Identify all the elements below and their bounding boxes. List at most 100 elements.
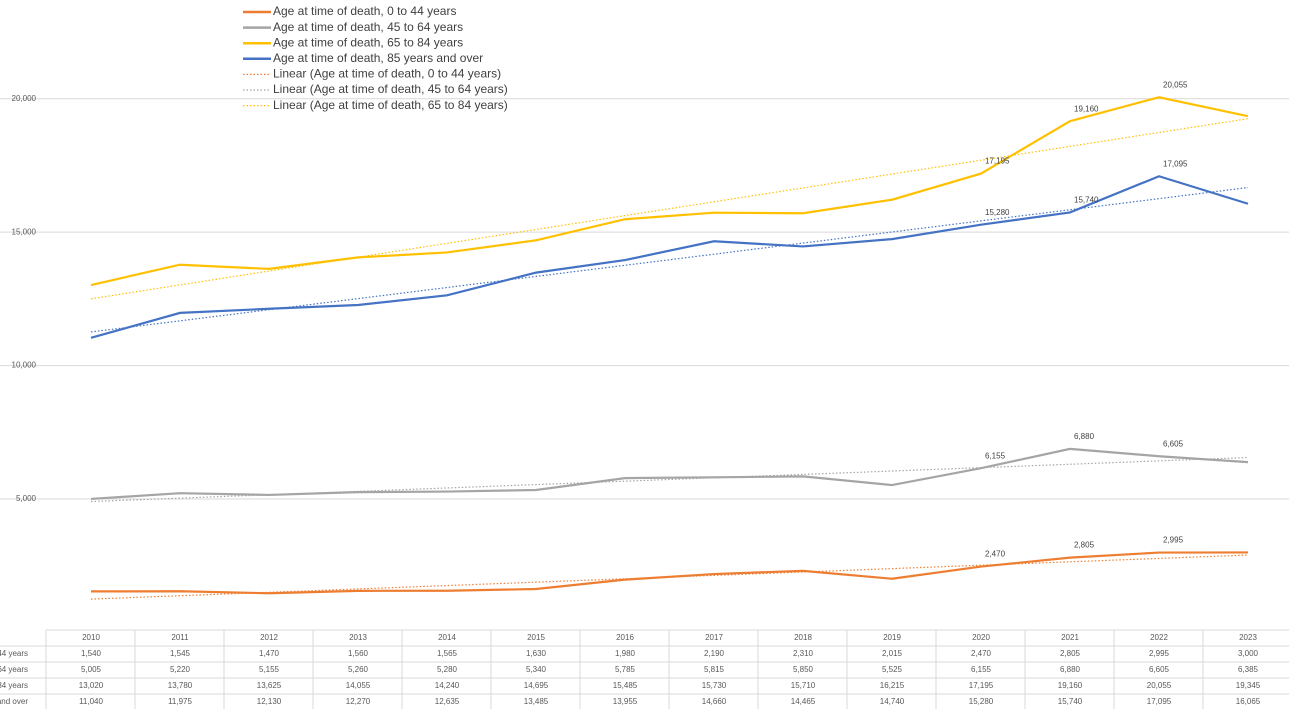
- table-row-label: Age at time of death, 85 years and over: [0, 697, 28, 706]
- table-header: 2012: [260, 633, 278, 642]
- legend-label: Linear (Age at time of death, 45 to 64 y…: [273, 82, 508, 96]
- table-header: 2021: [1061, 633, 1079, 642]
- table-header: 2020: [972, 633, 990, 642]
- table-cell: 16,065: [1236, 697, 1261, 706]
- series-line: [90, 96, 1249, 287]
- data-label: 15,740: [1074, 196, 1099, 205]
- table-row-label: Age at time of death, 65 to 84 years: [0, 681, 28, 690]
- data-label: 17,195: [985, 157, 1010, 166]
- table-cell: 3,000: [1238, 649, 1259, 658]
- data-label: 19,160: [1074, 104, 1099, 113]
- table-cell: 5,815: [704, 665, 725, 674]
- table-cell: 5,785: [615, 665, 636, 674]
- table-header: 2018: [794, 633, 812, 642]
- table-cell: 17,195: [969, 681, 994, 690]
- data-label: 2,805: [1074, 541, 1095, 550]
- table-cell: 15,710: [791, 681, 816, 690]
- table-cell: 13,625: [257, 681, 282, 690]
- data-table-bg: [0, 630, 1289, 709]
- table-cell: 11,975: [168, 697, 192, 706]
- table-cell: 5,525: [882, 665, 903, 674]
- table-cell: 14,660: [702, 697, 727, 706]
- table-cell: 13,955: [613, 697, 638, 706]
- table-cell: 1,470: [259, 649, 280, 658]
- table-header: 2010: [82, 633, 100, 642]
- table-cell: 19,160: [1058, 681, 1083, 690]
- table-row-label: Age at time of death, 0 to 44 years: [0, 649, 28, 658]
- table-cell: 5,005: [81, 665, 102, 674]
- table-header: 2022: [1150, 633, 1168, 642]
- table-cell: 5,260: [348, 665, 369, 674]
- data-label: 6,880: [1074, 432, 1095, 441]
- table-cell: 1,565: [437, 649, 458, 658]
- table-cell: 5,220: [170, 665, 191, 674]
- y-tick-label: 10,000: [12, 361, 37, 370]
- table-cell: 1,540: [81, 649, 102, 658]
- data-label: 2,995: [1163, 536, 1184, 545]
- legend-label: Age at time of death, 65 to 84 years: [273, 35, 463, 49]
- table-cell: 1,980: [615, 649, 636, 658]
- table-cell: 5,850: [793, 665, 814, 674]
- table-row-label: Age at time of death, 45 to 64 years: [0, 665, 28, 674]
- table-cell: 16,215: [880, 681, 905, 690]
- table-cell: 2,310: [793, 649, 814, 658]
- table-cell: 5,155: [259, 665, 280, 674]
- table-cell: 15,730: [702, 681, 727, 690]
- table-cell: 1,560: [348, 649, 369, 658]
- table-cell: 2,805: [1060, 649, 1081, 658]
- y-tick-label: 20,000: [12, 94, 37, 103]
- table-cell: 14,695: [524, 681, 549, 690]
- table-cell: 20,055: [1147, 681, 1172, 690]
- data-label: 15,280: [985, 208, 1010, 217]
- table-cell: 13,485: [524, 697, 549, 706]
- data-label: 20,055: [1163, 80, 1188, 89]
- table-cell: 1,545: [170, 649, 191, 658]
- table-cell: 2,470: [971, 649, 992, 658]
- legend-label: Linear (Age at time of death, 65 to 84 y…: [273, 98, 508, 112]
- legend-label: Age at time of death, 0 to 44 years: [273, 4, 456, 18]
- table-cell: 12,635: [435, 697, 460, 706]
- legend-label: Age at time of death, 85 years and over: [273, 51, 483, 65]
- table-cell: 14,740: [880, 697, 905, 706]
- table-cell: 6,385: [1238, 665, 1259, 674]
- table-header: 2014: [438, 633, 456, 642]
- table-header: 2011: [171, 633, 189, 642]
- data-label: 6,605: [1163, 439, 1184, 448]
- table-cell: 17,095: [1147, 697, 1172, 706]
- table-header: 2013: [349, 633, 367, 642]
- table-cell: 12,130: [257, 697, 282, 706]
- series-line: [90, 551, 1249, 595]
- table-cell: 11,040: [79, 697, 103, 706]
- trendline: [90, 118, 1249, 300]
- legend-label: Linear (Age at time of death, 0 to 44 ye…: [273, 67, 501, 81]
- series-line: [90, 175, 1249, 339]
- table-cell: 5,280: [437, 665, 458, 674]
- table-header: 2023: [1239, 633, 1257, 642]
- table-cell: 13,780: [168, 681, 193, 690]
- table-header: 2016: [616, 633, 634, 642]
- table-cell: 14,055: [346, 681, 371, 690]
- table-cell: 14,465: [791, 697, 816, 706]
- data-label: 6,155: [985, 451, 1006, 460]
- legend-label: Age at time of death, 45 to 64 years: [273, 20, 463, 34]
- table-cell: 15,740: [1058, 697, 1083, 706]
- table-cell: 15,280: [969, 697, 994, 706]
- table-cell: 2,015: [882, 649, 903, 658]
- table-cell: 1,630: [526, 649, 547, 658]
- table-header: 2017: [705, 633, 723, 642]
- data-label: 17,095: [1163, 159, 1188, 168]
- table-cell: 19,345: [1236, 681, 1261, 690]
- table-cell: 6,155: [971, 665, 992, 674]
- table-cell: 2,995: [1149, 649, 1170, 658]
- table-cell: 12,270: [346, 697, 371, 706]
- table-cell: 6,880: [1060, 665, 1081, 674]
- table-header: 2015: [527, 633, 545, 642]
- table-header: 2019: [883, 633, 901, 642]
- y-tick-label: 5,000: [16, 494, 37, 503]
- table-cell: 6,605: [1149, 665, 1170, 674]
- table-cell: 5,340: [526, 665, 547, 674]
- table-cell: 2,190: [704, 649, 725, 658]
- table-cell: 13,020: [79, 681, 104, 690]
- y-tick-label: 15,000: [12, 227, 37, 236]
